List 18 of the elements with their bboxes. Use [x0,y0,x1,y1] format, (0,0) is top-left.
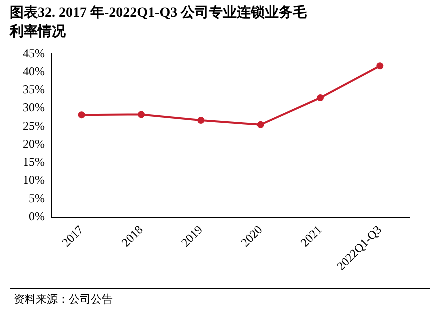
y-tick-label: 5% [28,191,45,206]
point [138,111,145,118]
point [257,121,264,128]
chart-title: 图表32. 2017 年-2022Q1-Q3 公司专业连锁业务毛利率情况 [10,4,308,42]
point [78,112,86,119]
y-tick-label: 35% [22,82,45,97]
y-tick-label: 0% [28,209,45,224]
y-tick-label: 15% [22,155,45,170]
y-tick-label: 25% [22,118,45,133]
point [317,94,324,102]
y-tick-label: 40% [22,64,45,78]
y-tick-label: 30% [22,100,45,115]
point [198,117,205,124]
y-tick-label: 10% [22,173,45,188]
y-tick-label: 20% [22,136,45,151]
text: 资料来源：公司公告 [14,292,113,307]
point [376,62,384,70]
y-tick-label: 45% [22,46,45,60]
